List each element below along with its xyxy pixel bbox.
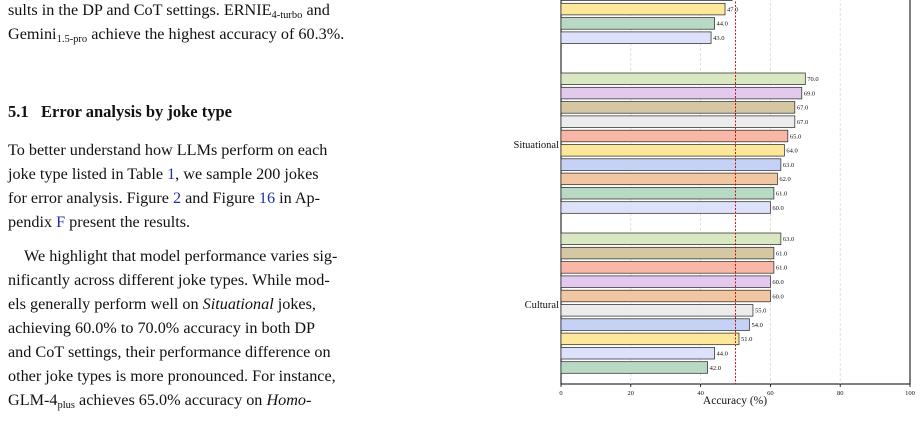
figure-reference-link[interactable]: 2 [172, 189, 182, 207]
bar [560, 115, 796, 128]
bar [560, 361, 708, 374]
bar [560, 0, 733, 1]
bar [560, 129, 789, 143]
bar-value-label: 60.0 [772, 279, 783, 286]
bar-value-label: 44.0 [717, 351, 728, 358]
bar-value-label: 47.0 [727, 6, 738, 13]
bar-value-label: 67.0 [797, 105, 808, 112]
bar-value-label: 54.0 [751, 322, 762, 329]
section-heading: 5.1 Error analysis by joke type [8, 102, 232, 121]
bar-value-label: 65.0 [790, 133, 801, 140]
bar [560, 172, 778, 186]
bar [560, 232, 782, 245]
bar-value-label: 67.0 [797, 119, 808, 126]
paragraph-line: achieving 60.0% to 70.0% accuracy in bot… [8, 319, 316, 337]
group-label: Situational [514, 140, 560, 151]
bar [560, 246, 775, 260]
x-axis-label: Accuracy (%) [703, 395, 767, 407]
paragraph-line: sults in the DP and CoT settings. ERNIE4… [8, 1, 330, 21]
table-reference-link[interactable]: 1 [167, 165, 176, 183]
x-tick-label: 60 [767, 390, 774, 397]
figure-reference-link[interactable]: 16 [258, 189, 276, 207]
paragraph-line: To better understand how LLMs perform on… [8, 141, 328, 159]
x-tick-label: 40 [697, 390, 704, 397]
bar [560, 144, 785, 157]
paragraph-line: other joke types is more pronounced. For… [8, 367, 336, 385]
bar [560, 158, 782, 171]
bar-value-label: 42.0 [710, 365, 721, 372]
bar-value-label: 61.0 [776, 191, 787, 198]
x-axis-ticks: 0 20 40 60 80 100 [559, 384, 915, 397]
bar-value-label: 61.0 [776, 265, 787, 272]
bar-value-label: 70.0 [807, 76, 818, 83]
x-tick-label: 0 [559, 390, 562, 397]
bar-value-label: 63.0 [783, 162, 794, 169]
bar [560, 72, 806, 85]
paragraph-line: and CoT settings, their performance diff… [8, 343, 331, 361]
bar [560, 289, 771, 303]
paragraph-line: els generally perform well on Situationa… [8, 295, 316, 313]
bar-value-label: 44.0 [717, 21, 728, 28]
bar-value-label: 60.0 [772, 205, 783, 212]
paragraph-line: nificantly across different joke types. … [8, 271, 330, 289]
paragraph-line: GLM-4plus achieves 65.0% accuracy on Hom… [8, 391, 312, 411]
bar [560, 304, 754, 317]
bar-value-label: 69.0 [804, 90, 815, 97]
bar-value-label: 55.0 [755, 308, 766, 315]
group-label: Cultural [525, 300, 559, 311]
x-tick-label: 80 [837, 390, 844, 397]
bar [560, 332, 740, 346]
bar-value-label: 60.0 [772, 293, 783, 300]
bar [560, 261, 775, 274]
bar [560, 101, 796, 114]
bar-series: 49.047.044.043.070.069.067.067.065.064.0… [560, 0, 819, 374]
appendix-reference-link[interactable]: F [56, 213, 66, 231]
bar-value-label: 61.0 [776, 250, 787, 257]
accuracy-by-joke-type-chart: 49.047.044.043.070.069.067.067.065.064.0… [514, 0, 915, 407]
bar-value-label: 43.0 [713, 35, 724, 42]
bar [560, 318, 750, 331]
bar [560, 187, 775, 200]
bar [560, 2, 726, 16]
group-labels: Situational Cultural [514, 140, 560, 311]
x-tick-label: 100 [905, 390, 915, 397]
bar-value-label: 62.0 [779, 176, 790, 183]
bar [560, 201, 771, 214]
bar [560, 347, 715, 360]
bar [560, 275, 771, 288]
paragraph-line: pendix F present the results. [8, 213, 191, 231]
paragraph-line: We highlight that model performance vari… [24, 247, 338, 265]
bar-value-label: 63.0 [783, 236, 794, 243]
bar [560, 17, 715, 30]
bar [560, 31, 712, 44]
paragraph-line: for error analysis. Figure 2 and Figure … [8, 189, 321, 207]
bar [560, 86, 803, 100]
bar-value-label: 64.0 [786, 148, 797, 155]
x-tick-label: 20 [628, 390, 635, 397]
bar-value-label: 51.0 [741, 336, 752, 343]
paragraph-line: joke type listed in Table 1, we sample 2… [8, 165, 319, 183]
paragraph-line: Gemini1.5-pro achieve the highest accura… [8, 25, 345, 45]
